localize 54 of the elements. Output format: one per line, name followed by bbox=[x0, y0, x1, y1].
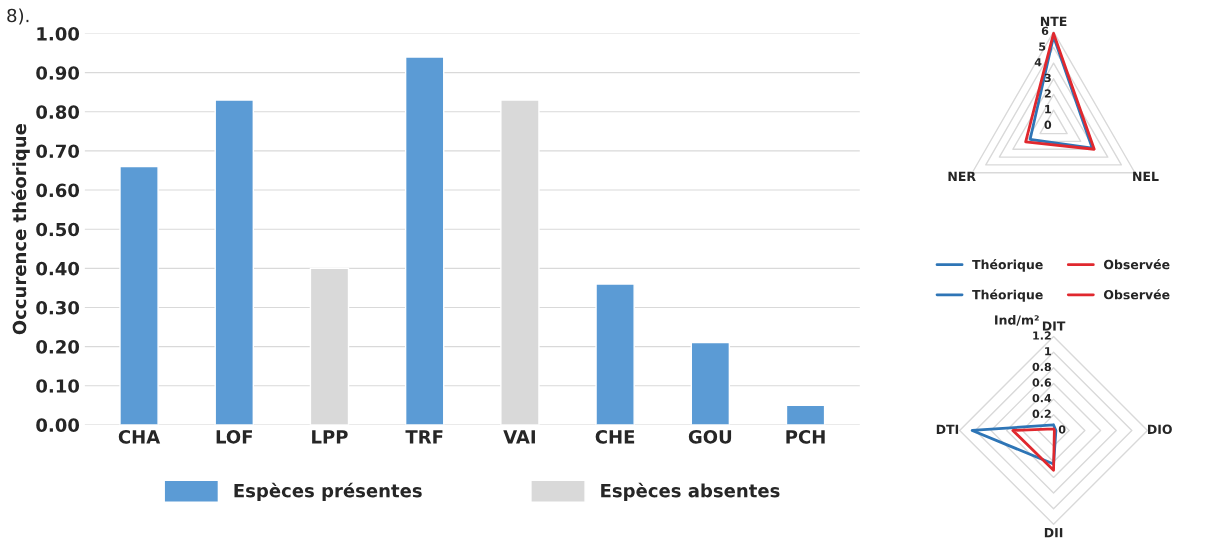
x-tick-label: GOU bbox=[688, 430, 732, 444]
y-tick-label: 0.20 bbox=[36, 340, 80, 354]
bar bbox=[214, 99, 254, 425]
y-tick-label: 0.80 bbox=[36, 105, 80, 119]
y-tick-label: 0.70 bbox=[36, 144, 80, 159]
bar bbox=[595, 283, 635, 425]
bar bbox=[119, 165, 159, 425]
bar bbox=[404, 56, 445, 425]
text: Ind/m² bbox=[995, 315, 1039, 326]
y-axis-title: Occurence théorique bbox=[11, 124, 30, 335]
y-tick-label: 0 bbox=[1058, 425, 1066, 434]
x-tick-label: LOF bbox=[216, 430, 252, 444]
x-tick-label: CHA bbox=[118, 430, 161, 444]
y-tick-label: 0.10 bbox=[36, 379, 80, 393]
legend-label: Théorique bbox=[972, 259, 1043, 272]
text: 8). bbox=[7, 8, 29, 25]
bar bbox=[690, 341, 731, 425]
y-tick-label: 0.50 bbox=[36, 222, 80, 237]
y-tick-label: 0.4 bbox=[1032, 393, 1052, 403]
spoke-label: DIT bbox=[1042, 321, 1066, 331]
spoke-label: NER bbox=[948, 171, 976, 181]
legend-label: Espèces absentes bbox=[601, 482, 780, 501]
y-tick-label: 0.40 bbox=[36, 261, 80, 276]
y-tick-label: 0.90 bbox=[36, 66, 80, 80]
x-tick-label: LPP bbox=[312, 430, 348, 444]
x-tick-label: TRF bbox=[405, 430, 443, 444]
x-tick-label: VAI bbox=[503, 430, 535, 444]
text: Théorique bbox=[972, 289, 1043, 302]
bar bbox=[785, 404, 826, 425]
x-tick-label: PCH bbox=[786, 430, 825, 444]
y-tick-label: 1.00 bbox=[37, 27, 80, 41]
y-tick-label: 0.2 bbox=[1032, 409, 1051, 418]
y-tick-label: 0.6 bbox=[1032, 378, 1052, 387]
spoke-label: NEL bbox=[1133, 171, 1159, 181]
text: Observée bbox=[1103, 289, 1170, 300]
spoke-label: NTE bbox=[1040, 16, 1067, 26]
y-tick-label: 1 bbox=[1045, 347, 1051, 356]
y-tick-label: 5 bbox=[1039, 42, 1046, 51]
legend-label: Espèces présentes bbox=[234, 482, 422, 501]
spoke-label: DII bbox=[1044, 528, 1063, 538]
y-tick-label: 0.30 bbox=[36, 300, 80, 315]
spoke-label: DTI bbox=[936, 424, 959, 434]
y-tick-label: 1.2 bbox=[1033, 331, 1051, 340]
y-tick-label: 1 bbox=[1045, 105, 1051, 114]
y-tick-label: 0.00 bbox=[36, 418, 80, 432]
x-tick-label: CHE bbox=[595, 430, 635, 444]
y-tick-label: 2 bbox=[1044, 89, 1051, 98]
y-tick-label: 0 bbox=[1044, 120, 1052, 129]
y-tick-label: 6 bbox=[1041, 26, 1049, 36]
spoke-label: DIO bbox=[1148, 424, 1172, 435]
y-tick-label: 4 bbox=[1034, 58, 1042, 67]
y-tick-label: 0.8 bbox=[1032, 362, 1051, 372]
legend-label: Observée bbox=[1103, 259, 1170, 270]
y-tick-label: 0.60 bbox=[36, 183, 80, 198]
